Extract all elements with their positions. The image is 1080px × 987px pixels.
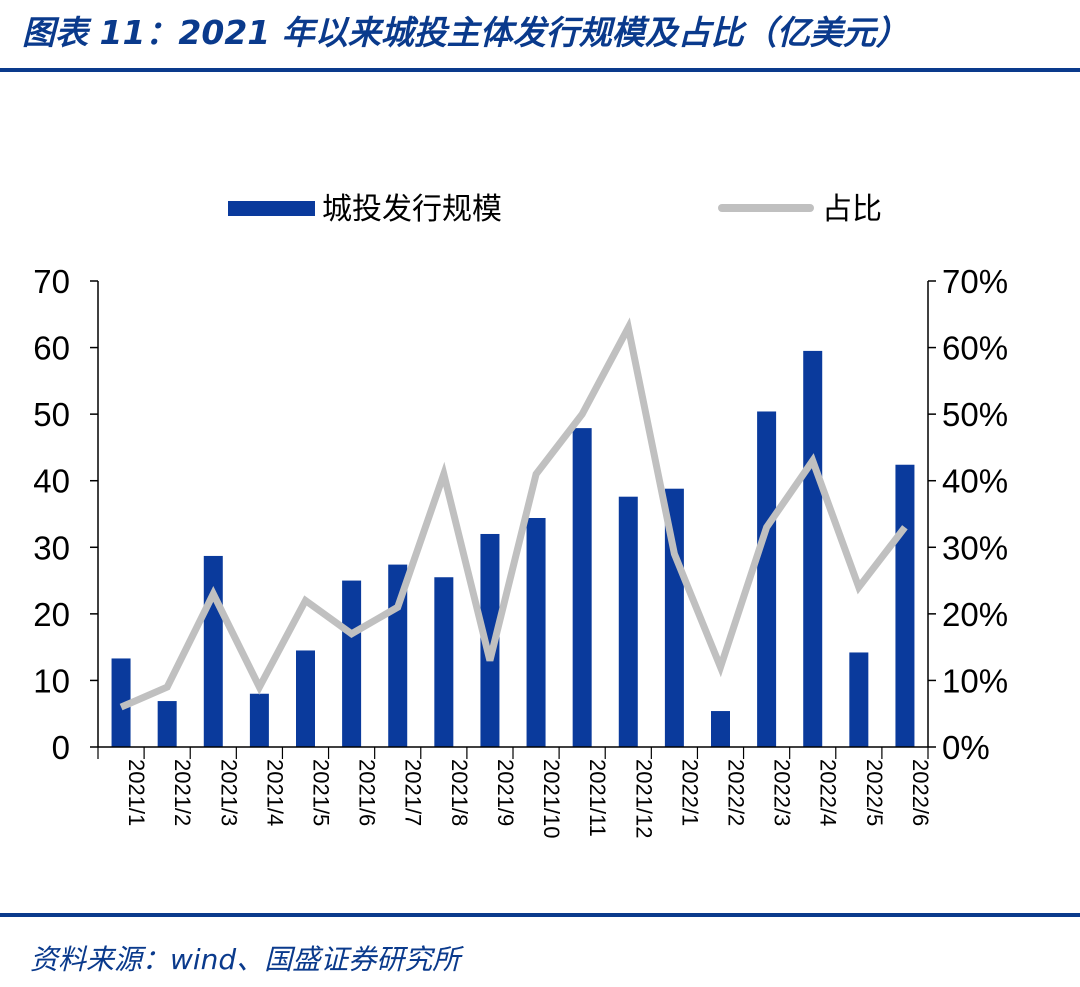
title-divider (0, 68, 1080, 72)
chart: 城投发行规模 占比 0 10 20 30 40 50 60 70 0% 10% 20% 30% 40% 50… (33, 192, 1008, 839)
left-tick-label: 30 (33, 529, 70, 566)
legend: 城投发行规模 占比 (228, 192, 882, 227)
bar-2022/1 (664, 488, 684, 747)
x-tick-label: 2022/1 (677, 759, 702, 826)
x-tick-label: 2022/6 (908, 759, 933, 826)
left-tick-label: 70 (33, 263, 70, 300)
x-tick-label: 2022/3 (770, 759, 795, 826)
right-tick-label: 60% (942, 330, 1008, 367)
bar-2022/6 (895, 464, 915, 747)
tick-labels: 0 10 20 30 40 50 60 70 0% 10% 20% 30% 40% 50% 60% 70% 20… (33, 263, 1008, 839)
x-tick-label: 2021/10 (539, 759, 564, 839)
x-tick-label: 2022/2 (724, 759, 749, 826)
x-tick-label: 2021/12 (631, 759, 656, 839)
x-tick-label: 2021/3 (216, 759, 241, 826)
source-note: 资料来源：wind、国盛证券研究所 (30, 943, 461, 976)
left-tick-label: 20 (33, 596, 70, 633)
bar-2021/11 (572, 428, 592, 747)
right-tick-label: 40% (942, 463, 1008, 500)
right-tick-label: 50% (942, 396, 1008, 433)
legend-swatch-bar (228, 201, 315, 216)
bar-2021/4 (249, 693, 269, 747)
bar-2021/10 (526, 517, 546, 747)
x-tick-label: 2021/2 (170, 759, 195, 826)
left-tick-label: 10 (33, 662, 70, 699)
left-tick-label: 40 (33, 463, 70, 500)
right-tick-label: 20% (942, 596, 1008, 633)
x-tick-label: 2021/11 (585, 759, 610, 837)
footer-divider (0, 913, 1080, 917)
x-tick-label: 2021/8 (447, 759, 472, 826)
bar-series (111, 350, 915, 747)
left-tick-label: 60 (33, 330, 70, 367)
chart-title: 图表 11：2021 年以来城投主体发行规模及占比（亿美元） (22, 13, 909, 52)
bar-2021/5 (296, 650, 315, 747)
bar-2022/5 (849, 652, 869, 747)
bar-2022/3 (757, 411, 777, 747)
x-tick-label: 2021/4 (262, 759, 287, 826)
ratio-line (119, 317, 908, 711)
bar-2021/2 (157, 701, 177, 747)
bar-2021/8 (434, 577, 454, 747)
axes (90, 280, 936, 759)
x-tick-label: 2021/5 (309, 759, 334, 826)
x-tick-label: 2021/6 (355, 759, 380, 826)
bar-2021/3 (203, 555, 223, 747)
bar-2021/6 (342, 580, 362, 747)
bar-2021/1 (111, 658, 131, 747)
right-tick-label: 30% (942, 529, 1008, 566)
right-tick-label: 10% (942, 662, 1008, 699)
bar-2021/12 (618, 496, 638, 747)
legend-label-line: 占比 (822, 192, 882, 227)
x-tick-label: 2021/7 (401, 759, 426, 826)
bar-2022/2 (711, 711, 730, 747)
left-tick-label: 0 (52, 729, 70, 766)
bar-2022/4 (803, 350, 823, 747)
left-tick-label: 50 (33, 396, 70, 433)
x-tick-label: 2022/5 (862, 759, 887, 826)
right-tick-label: 0% (942, 729, 990, 766)
x-tick-label: 2022/4 (816, 759, 841, 826)
right-tick-label: 70% (942, 263, 1008, 300)
bar-2021/9 (480, 533, 500, 747)
x-tick-label: 2021/9 (493, 759, 518, 826)
legend-label-bar: 城投发行规模 (322, 192, 502, 227)
x-tick-label: 2021/1 (124, 759, 149, 826)
ratio-line-series (119, 317, 908, 711)
